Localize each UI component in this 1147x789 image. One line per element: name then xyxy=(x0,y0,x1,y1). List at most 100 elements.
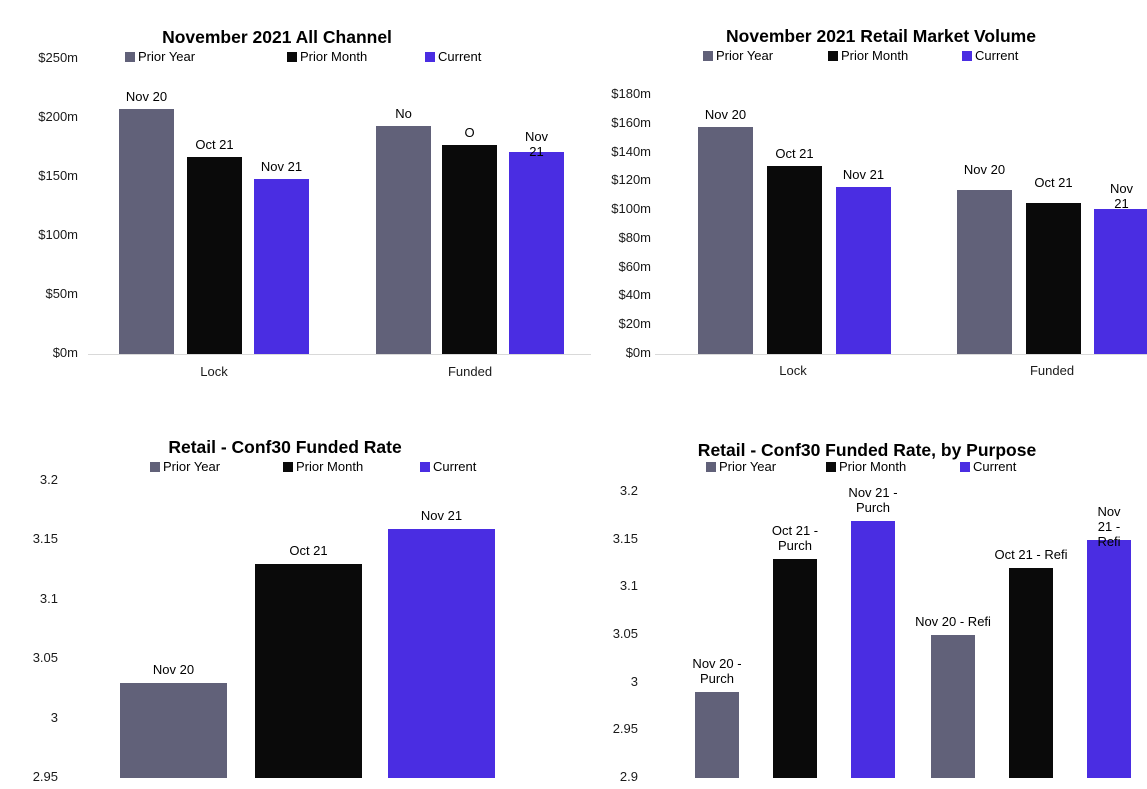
bar-current-funded xyxy=(1094,208,1147,354)
legend-item-prior-year: Prior Year xyxy=(150,459,220,474)
bar-label: Nov 20 - Refi xyxy=(915,614,991,629)
y-axis-tick: $20m xyxy=(618,316,651,332)
bar-label: O xyxy=(464,125,475,141)
legend-item-prior-month: Prior Month xyxy=(283,459,363,474)
y-axis-tick: $180m xyxy=(611,86,651,101)
legend-label: Prior Year xyxy=(138,49,196,64)
bar-label: Nov 21 xyxy=(842,167,885,183)
legend-item-current: Current xyxy=(425,49,481,64)
legend-label: Prior Year xyxy=(716,48,774,63)
y-axis-tick: $60m xyxy=(618,258,651,274)
legend-label: Prior Month xyxy=(296,459,364,474)
bar-label: Oct 21 xyxy=(775,145,814,161)
bar-label: Nov 21 xyxy=(420,507,463,523)
bar-current xyxy=(388,528,495,778)
y-axis-tick: $140m xyxy=(611,143,651,159)
bar-prior-year xyxy=(120,682,227,778)
bar-prior-year-funded xyxy=(376,126,431,354)
bar-label: Nov 21 - Purch xyxy=(848,484,898,515)
y-axis-tick: 3.05 xyxy=(612,626,638,641)
bar-label: Nov 21 - Refi xyxy=(1097,503,1121,549)
legend-label: Current xyxy=(975,48,1019,63)
y-axis-tick: 3.05 xyxy=(32,650,58,666)
x-axis-line xyxy=(88,354,591,355)
legend-marker-current xyxy=(962,50,972,61)
legend-marker-prior-year xyxy=(706,461,716,472)
y-axis-tick: 2.95 xyxy=(32,769,58,784)
bar-prior-year-funded xyxy=(957,189,1012,354)
bar-prior-year-lock xyxy=(119,108,174,354)
bar-current-funded xyxy=(509,152,564,354)
bar-prior-month-lock xyxy=(187,156,242,354)
y-axis-tick: $100m xyxy=(38,227,78,242)
x-axis-label-lock: Lock xyxy=(779,363,807,378)
bar-label: Nov 20 xyxy=(963,161,1006,177)
x-axis-label-funded: Funded xyxy=(1029,363,1075,378)
legend-marker-prior-month xyxy=(287,51,297,62)
legend-item-prior-year: Prior Year xyxy=(703,48,773,63)
y-axis-tick: $150m xyxy=(38,168,78,183)
y-axis-tick: $40m xyxy=(618,287,651,303)
bar-label: Nov 20 - Purch xyxy=(692,656,742,687)
y-axis-tick: $50m xyxy=(45,286,78,301)
x-axis-label-lock: Lock xyxy=(200,364,228,379)
bar-label: Nov 20 xyxy=(704,106,747,122)
x-axis-line xyxy=(655,354,1147,355)
bar-prior-month-funded xyxy=(442,145,497,354)
legend-item-prior-month: Prior Month xyxy=(826,459,906,474)
bar-label: Oct 21 - Refi xyxy=(994,547,1068,563)
bar-label: Oct 21 - Purch xyxy=(771,522,819,553)
chart-title: Retail - Conf30 Funded Rate, by Purpose xyxy=(697,440,1037,460)
bar-label: No xyxy=(395,106,412,122)
legend-marker-current xyxy=(425,51,435,62)
legend-marker-prior-year xyxy=(125,51,135,62)
legend-item-current: Current xyxy=(962,48,1018,63)
y-axis-tick: $200m xyxy=(38,109,78,124)
bar-prior-month xyxy=(773,558,817,778)
y-axis-tick: 3 xyxy=(630,673,638,689)
legend-item-current: Current xyxy=(960,459,1016,474)
y-axis-tick: $0m xyxy=(625,345,651,360)
legend-item-prior-month: Prior Month xyxy=(287,49,367,64)
bar-prior-month-funded xyxy=(1026,202,1081,354)
y-axis-tick: $120m xyxy=(611,172,651,188)
y-axis-tick: 3.15 xyxy=(612,530,638,546)
bar-current xyxy=(851,520,895,778)
bar-current-lock xyxy=(254,179,309,354)
legend-marker-prior-month xyxy=(826,461,836,472)
bar-label: Nov 20 xyxy=(125,88,168,104)
legend-item-prior-year: Prior Year xyxy=(706,459,776,474)
legend-marker-current xyxy=(960,461,970,472)
legend-label: Current xyxy=(973,459,1017,474)
y-axis-tick: 3.2 xyxy=(619,483,638,498)
legend-marker-prior-month xyxy=(828,50,838,61)
y-axis-tick: 3 xyxy=(50,709,58,725)
bar-label: Oct 21 xyxy=(289,543,328,559)
bar-label: Nov 21 xyxy=(1109,180,1134,211)
chart-title: November 2021 Retail Market Volume xyxy=(726,26,1036,46)
legend-item-current: Current xyxy=(420,459,476,474)
y-axis-tick: $100m xyxy=(611,201,651,217)
bar-prior-month-lock xyxy=(767,165,822,354)
bar-label: Oct 21 xyxy=(1034,174,1073,190)
legend-marker-prior-month xyxy=(283,461,293,472)
y-axis-tick: 2.9 xyxy=(619,769,638,784)
bar-prior-month xyxy=(255,564,362,778)
bar-label: Nov 21 xyxy=(524,129,549,160)
legend-marker-prior-year xyxy=(703,50,713,61)
chart-title: Retail - Conf30 Funded Rate xyxy=(168,437,402,457)
legend-marker-prior-year xyxy=(150,461,160,472)
y-axis-tick: $160m xyxy=(611,114,651,130)
bar-label: Nov 20 xyxy=(152,661,195,677)
y-axis-tick: 3.15 xyxy=(32,531,58,547)
legend-label: Prior Year xyxy=(163,459,221,474)
bar-label: Oct 21 xyxy=(195,136,234,152)
y-axis-tick: 3.1 xyxy=(39,590,58,606)
legend-label: Current xyxy=(433,459,477,474)
y-axis-tick: $0m xyxy=(52,345,78,360)
bar-prior-year xyxy=(695,692,739,778)
x-axis-label-funded: Funded xyxy=(447,364,493,379)
legend-item-prior-month: Prior Month xyxy=(828,48,908,63)
y-axis-tick: $80m xyxy=(618,229,651,245)
